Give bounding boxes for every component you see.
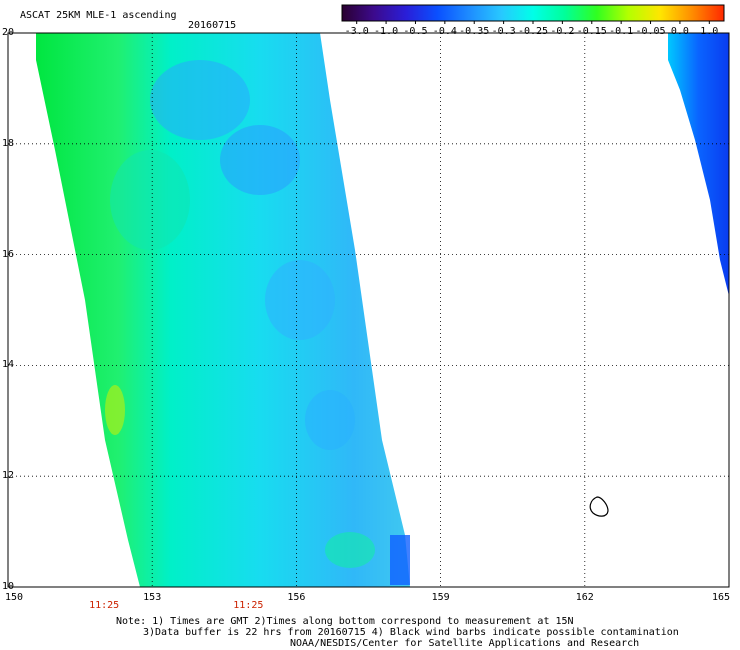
swath-patch: [265, 260, 335, 340]
map-date: 20160715: [188, 20, 237, 31]
lat-label: 20: [2, 27, 15, 38]
note-line-2: 3)Data buffer is 22 hrs from 20160715 4)…: [143, 627, 679, 638]
colorbar-gradient: [341, 4, 725, 22]
swath-patch: [110, 150, 190, 250]
lat-lon-grid: [8, 33, 729, 587]
lat-label: 14: [2, 359, 15, 371]
colorbar-tick-label: -0.25: [517, 26, 549, 37]
colorbar-tick-label: -0.35: [459, 26, 490, 37]
colorbar-tick-label: -0.5: [403, 26, 428, 37]
colorbar-tick-label: -0.15: [576, 26, 607, 37]
swath-patch: [220, 125, 300, 195]
swath-time-label: 11:25: [233, 600, 264, 611]
lat-label: 16: [2, 248, 15, 260]
swath-patch: [305, 390, 355, 450]
map-title: ASCAT 25KM MLE-1 ascending: [20, 10, 177, 21]
colorbar-tick-label: -0.1: [609, 26, 634, 37]
swath-data: [36, 33, 729, 587]
colorbar-tick-label: -0.2: [550, 26, 575, 37]
swath-patch: [105, 385, 125, 435]
note-line-1: Note: 1) Times are GMT 2)Times along bot…: [116, 616, 574, 627]
lon-label: 156: [287, 592, 306, 603]
note-line-3: NOAA/NESDIS/Center for Satellite Applica…: [290, 638, 640, 649]
swath-patch: [325, 532, 375, 568]
colorbar-tick-label: -1.0: [374, 26, 399, 37]
lat-label: 18: [2, 137, 15, 149]
swath-patch: [150, 60, 250, 140]
lon-label: 159: [431, 592, 450, 603]
colorbar-tick-label: 0.0: [670, 26, 689, 37]
colorbar-tick-label: 1.0: [700, 26, 719, 37]
lat-label: 12: [2, 470, 15, 482]
colorbar-tick-label: -0.05: [635, 26, 666, 37]
swath-east: [668, 33, 729, 296]
lon-label: 165: [711, 592, 731, 603]
swath-edge-strip: [390, 535, 410, 585]
colorbar-tick-label: -0.3: [491, 26, 516, 37]
map-frame: [7, 32, 730, 588]
lon-label: 153: [143, 592, 162, 603]
lat-label: 10: [2, 581, 15, 592]
colorbar: [341, 4, 725, 24]
island-outline: [589, 496, 609, 517]
swath-time-label: 11:25: [89, 600, 120, 611]
lon-label: 150: [4, 592, 24, 603]
colorbar-tick-label: -3.0: [344, 26, 369, 37]
colorbar-tick-label: -0.4: [432, 26, 457, 37]
lon-label: 162: [575, 592, 594, 603]
